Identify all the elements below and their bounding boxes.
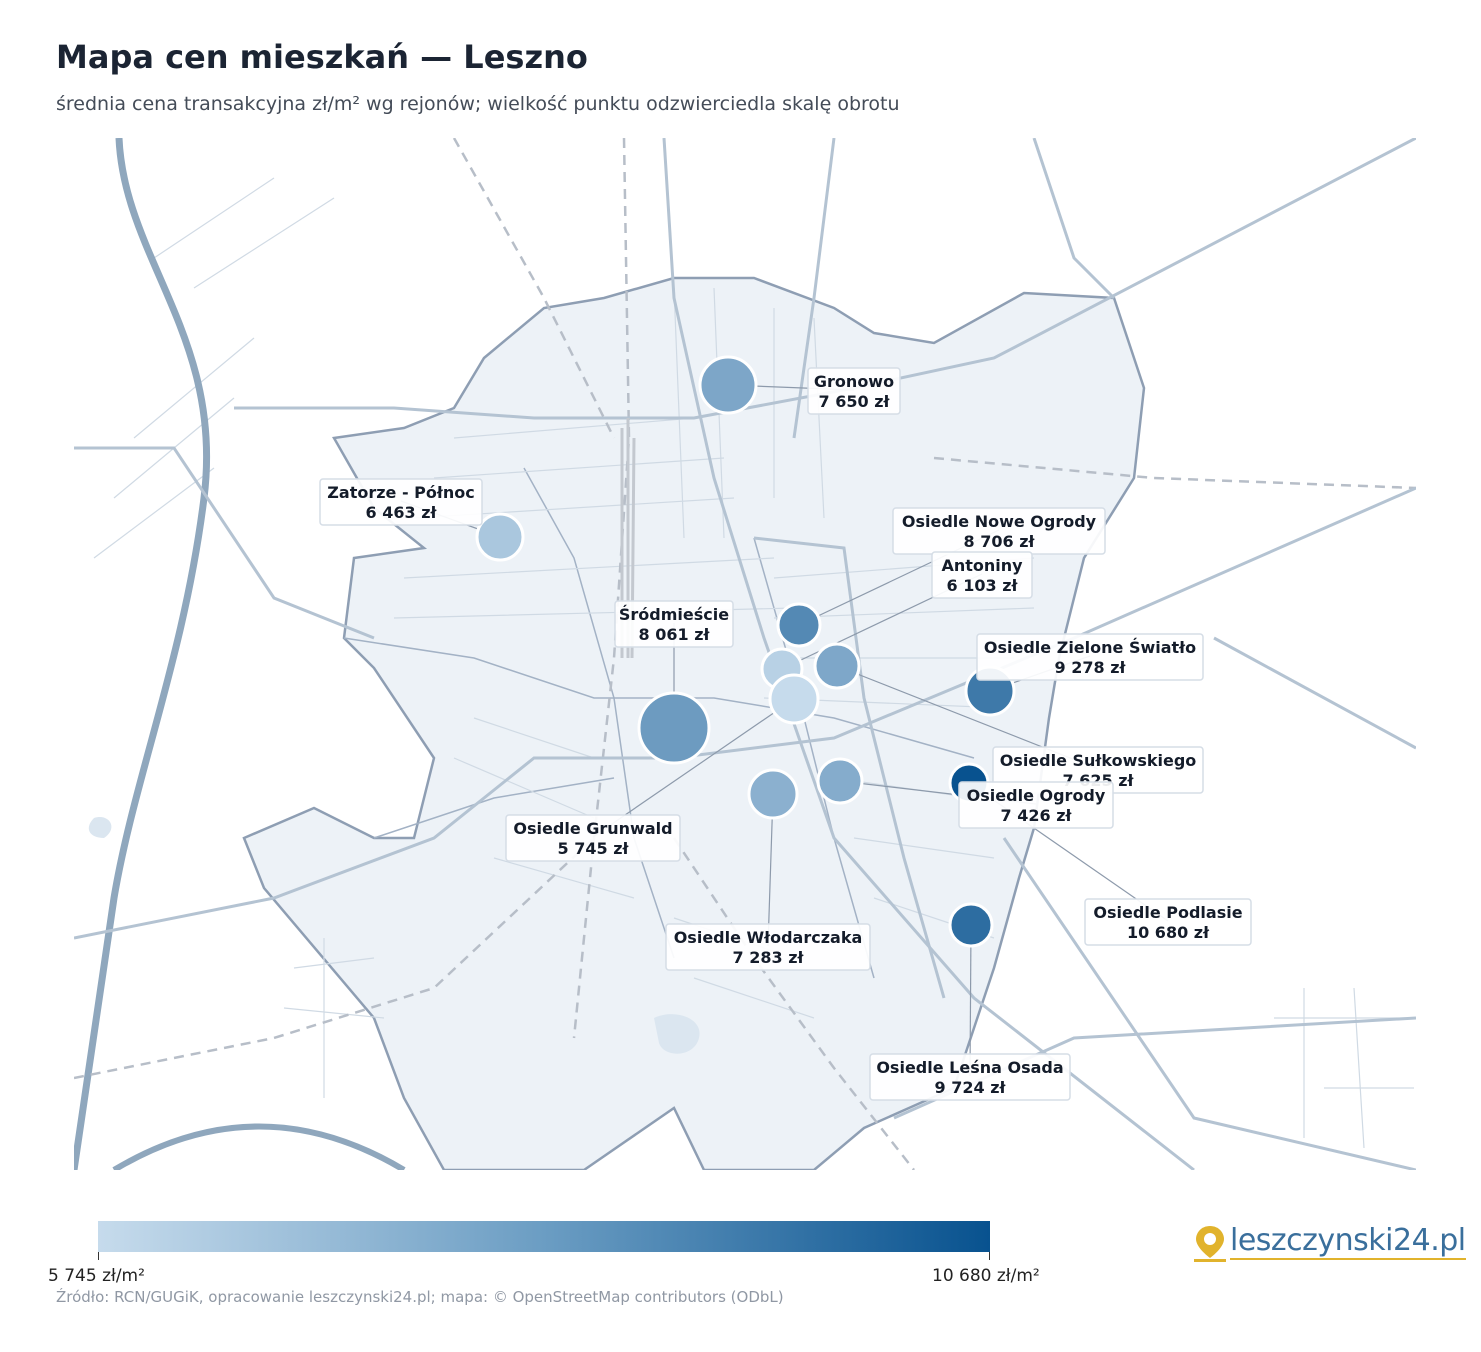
- colorbar-tick-max: [989, 1252, 990, 1260]
- colorbar-gradient: [98, 1221, 990, 1252]
- lake: [654, 1014, 700, 1054]
- district-name: Osiedle Sułkowskiego: [1000, 751, 1197, 770]
- label-box: [1084, 898, 1252, 946]
- district-marker[interactable]: [816, 757, 864, 805]
- label-box: [976, 633, 1204, 681]
- district-name: Zatorze - Północ: [327, 483, 474, 502]
- logo[interactable]: leszczynski24.pl: [1192, 1222, 1466, 1264]
- location-pin-icon: [1194, 1226, 1226, 1262]
- leader-line: [969, 924, 972, 1077]
- label-box: [665, 923, 871, 971]
- label-box: [807, 367, 901, 415]
- river-arc: [112, 1123, 406, 1170]
- district-price: 5 745 zł: [558, 839, 630, 858]
- district-price: 9 724 zł: [935, 1078, 1007, 1097]
- district-name: Osiedle Zielone Światło: [984, 638, 1196, 657]
- district-marker[interactable]: [698, 355, 758, 415]
- district-name: Osiedle Leśna Osada: [876, 1058, 1063, 1077]
- district-marker[interactable]: [813, 642, 861, 690]
- district-price: 8 061 zł: [639, 625, 711, 644]
- page-title: Mapa cen mieszkań — Leszno: [56, 38, 588, 76]
- district-price: 10 680 zł: [1127, 923, 1210, 942]
- label-box: [505, 814, 681, 862]
- district-price: 9 278 zł: [1055, 658, 1127, 677]
- district-marker[interactable]: [768, 673, 820, 725]
- district-price: 7 650 zł: [819, 392, 891, 411]
- district-name: Osiedle Grunwald: [513, 819, 672, 838]
- district-marker[interactable]: [776, 602, 822, 648]
- map-canvas[interactable]: Gronowo 7 650 zł Zatorze - Północ 6 463 zł O…: [74, 138, 1416, 1170]
- district-price: 6 463 zł: [366, 503, 438, 522]
- district-marker[interactable]: [475, 512, 525, 562]
- district-price: 8 706 zł: [964, 532, 1036, 551]
- colorbar-min-label: 5 745 zł/m²: [48, 1266, 145, 1286]
- district-markers[interactable]: [475, 355, 1016, 948]
- district-price: 7 426 zł: [1001, 806, 1073, 825]
- label-box: [958, 781, 1114, 829]
- district-name: Antoniny: [941, 556, 1023, 575]
- colorbar: [98, 1221, 990, 1252]
- district-name: Gronowo: [814, 372, 894, 391]
- district-price: 7 283 zł: [733, 948, 805, 967]
- river: [74, 138, 211, 1170]
- district-name: Osiedle Ogrody: [967, 786, 1106, 805]
- district-marker[interactable]: [948, 902, 994, 948]
- railways: [74, 138, 1416, 1170]
- source-note: Źródło: RCN/GUGiK, opracowanie leszczyns…: [56, 1288, 784, 1306]
- logo-text: leszczynski24.pl: [1230, 1223, 1466, 1260]
- district-name: Śródmieście: [619, 605, 729, 624]
- colorbar-max-label: 10 680 zł/m²: [932, 1266, 1040, 1286]
- colorbar-tick-min: [98, 1252, 99, 1260]
- district-marker[interactable]: [637, 691, 711, 765]
- label-box: [869, 1053, 1071, 1101]
- district-name: Osiedle Włodarczaka: [674, 928, 863, 947]
- label-box: [319, 478, 483, 526]
- page-subtitle: średnia cena transakcyjna zł/m² wg rejon…: [56, 93, 900, 115]
- district-price: 6 103 zł: [947, 576, 1019, 595]
- district-name: Osiedle Podlasie: [1093, 903, 1242, 922]
- label-box: [614, 600, 734, 648]
- lake-small: [88, 817, 112, 838]
- leader-line: [592, 698, 795, 838]
- district-marker[interactable]: [747, 768, 799, 820]
- district-name: Osiedle Nowe Ogrody: [902, 512, 1097, 531]
- label-box: [931, 551, 1033, 599]
